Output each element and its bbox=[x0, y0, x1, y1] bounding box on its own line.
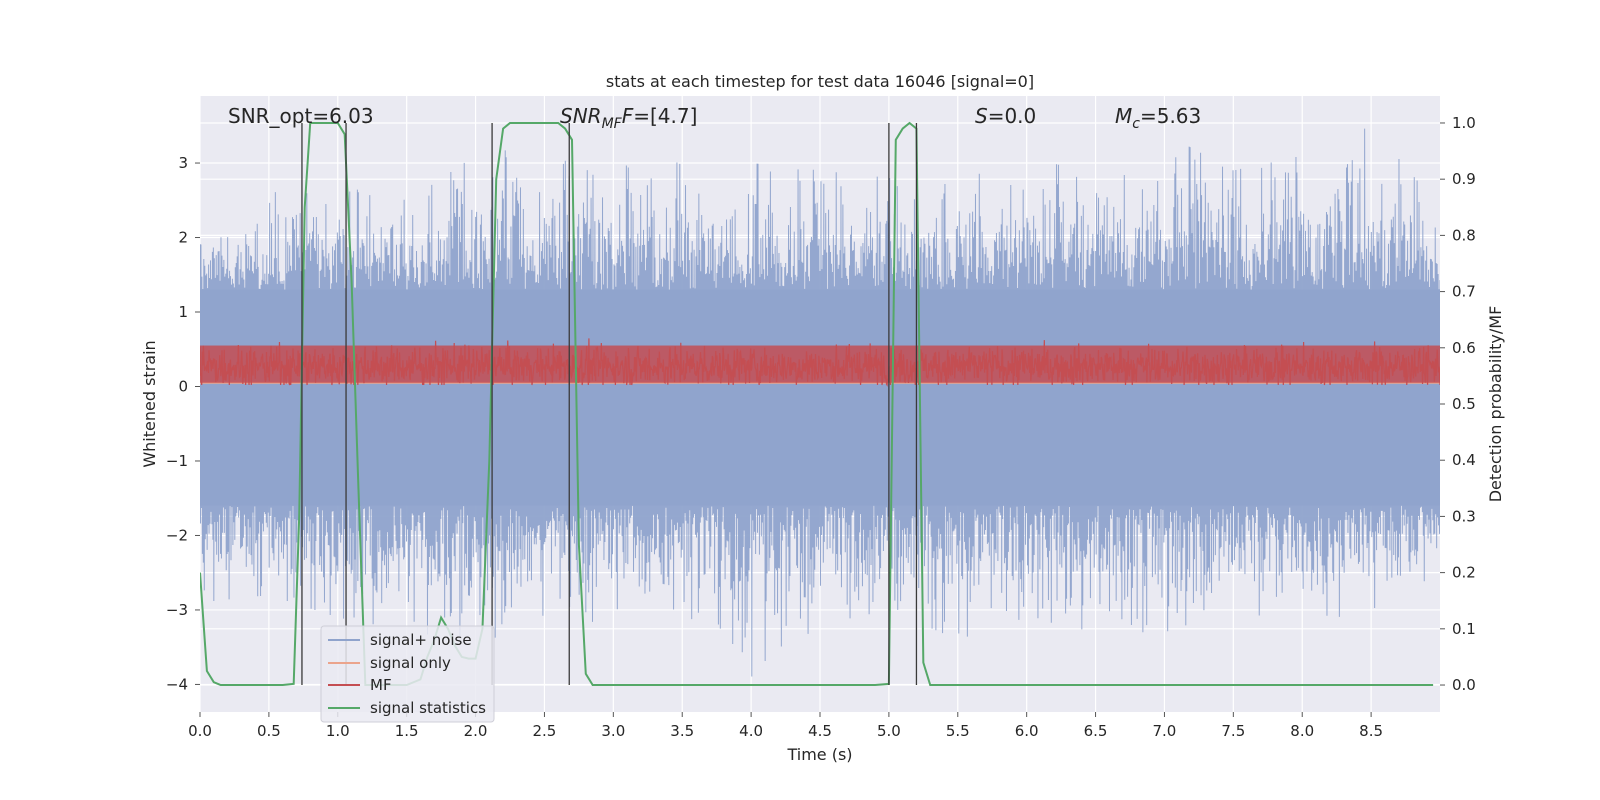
ticks: 0.0 0.5 1.0 1.5 2.0 2.5 3.0 3.5 4.0 4.5 5.0 5.5 6.0 6… bbox=[166, 114, 1476, 740]
x-tick-label: 6.0 bbox=[1015, 722, 1039, 740]
x-tick-label: 5.0 bbox=[877, 722, 901, 740]
x-tick-label: 0.0 bbox=[188, 722, 212, 740]
y-tick-label: 0 bbox=[178, 377, 188, 395]
y-right-tick-label: 0.1 bbox=[1452, 620, 1476, 638]
x-tick-label: 3.0 bbox=[601, 722, 625, 740]
x-tick-label: 2.0 bbox=[464, 722, 488, 740]
x-tick-label: 7.5 bbox=[1221, 722, 1245, 740]
series-mf bbox=[200, 338, 1440, 387]
data-layer bbox=[200, 121, 1440, 687]
y-tick-label: −2 bbox=[166, 526, 188, 544]
legend-box bbox=[320, 625, 495, 723]
x-tick-label: 4.5 bbox=[808, 722, 832, 740]
y-right-tick-label: 0.9 bbox=[1452, 170, 1476, 188]
vlines bbox=[301, 122, 918, 686]
chart-title: stats at each timestep for test data 160… bbox=[606, 72, 1034, 91]
annotation-snr-opt: SNR_opt=6.03 bbox=[228, 104, 374, 128]
annotation-s-val: =0.0 bbox=[988, 104, 1037, 128]
annotation-snr-mf: SNRMFF=[4.7] bbox=[560, 104, 697, 132]
x-tick-label: 5.5 bbox=[946, 722, 970, 740]
x-tick-label: 8.0 bbox=[1290, 722, 1314, 740]
y-right-tick-label: 0.6 bbox=[1452, 339, 1476, 357]
y-tick-label: −4 bbox=[166, 675, 188, 693]
legend-label-mf: MF bbox=[370, 676, 392, 694]
legend-label-signal-statistics: signal statistics bbox=[370, 699, 486, 717]
y-right-tick-label: 0.8 bbox=[1452, 226, 1476, 244]
series-signal-noise bbox=[200, 128, 1440, 677]
annotation-snr-mf-val: =[4.7] bbox=[633, 104, 697, 128]
x-tick-label: 2.5 bbox=[533, 722, 557, 740]
annotation-mc-var: M bbox=[1115, 104, 1132, 128]
x-tick-label: 3.5 bbox=[670, 722, 694, 740]
annotation-snr-mf-base: SNR bbox=[560, 104, 602, 128]
annotation-s-var: S bbox=[975, 104, 988, 128]
legend-label-signal-noise: signal+ noise bbox=[370, 631, 472, 649]
x-axis-title: Time (s) bbox=[786, 745, 852, 764]
x-tick-label: 8.5 bbox=[1359, 722, 1383, 740]
x-tick-label: 6.5 bbox=[1084, 722, 1108, 740]
x-tick-label: 0.5 bbox=[257, 722, 281, 740]
annotation-snr-mf-f: F bbox=[622, 104, 634, 128]
annotation-mc-sub: c bbox=[1132, 116, 1140, 132]
y-tick-label: 2 bbox=[178, 229, 188, 247]
annotation-s: S=0.0 bbox=[975, 104, 1036, 128]
y-right-tick-label: 0.3 bbox=[1452, 507, 1476, 525]
x-tick-label: 4.0 bbox=[739, 722, 763, 740]
y-right-tick-label: 0.4 bbox=[1452, 451, 1476, 469]
y-tick-label: 1 bbox=[178, 303, 188, 321]
y-right-tick-label: 0.5 bbox=[1452, 395, 1476, 413]
y-tick-label: −1 bbox=[166, 452, 188, 470]
x-tick-label: 1.0 bbox=[326, 722, 350, 740]
annotation-mc-val: =5.63 bbox=[1140, 104, 1201, 128]
y-axis-title: Whitened strain bbox=[140, 340, 159, 467]
y-right-tick-label: 0.2 bbox=[1452, 564, 1476, 582]
series-signal-statistics bbox=[200, 121, 1434, 687]
y-axis-right-title: Detection probability/MF bbox=[1486, 306, 1505, 503]
legend: signal+ noise signal only MF signal stat… bbox=[320, 625, 495, 723]
y-right-tick-label: 1.0 bbox=[1452, 114, 1476, 132]
y-right-tick-label: 0.7 bbox=[1452, 283, 1476, 301]
y-tick-label: −3 bbox=[166, 601, 188, 619]
x-tick-label: 1.5 bbox=[395, 722, 419, 740]
y-tick-label: 3 bbox=[178, 154, 188, 172]
annotation-snr-mf-sub: MF bbox=[602, 116, 623, 132]
legend-label-signal-only: signal only bbox=[370, 654, 451, 672]
x-tick-label: 7.0 bbox=[1153, 722, 1177, 740]
y-right-tick-label: 0.0 bbox=[1452, 676, 1476, 694]
annotation-mc: Mc=5.63 bbox=[1115, 104, 1201, 132]
